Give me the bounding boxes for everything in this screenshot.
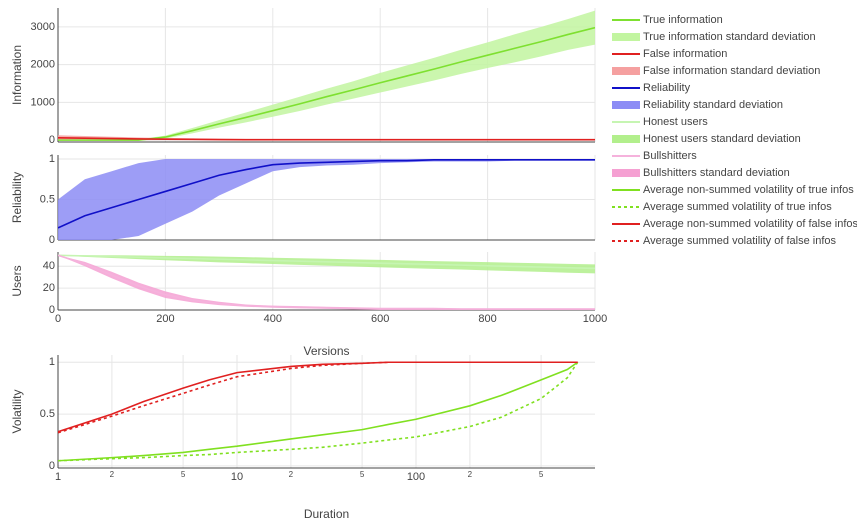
x-tick-label: 600 [371,313,389,325]
y-tick-label: 3000 [31,21,55,33]
x-tick-label: 400 [264,313,282,325]
legend-label: Average summed volatility of false infos [643,235,836,247]
y-tick-label: 0 [49,304,55,316]
series-line [58,254,595,310]
y-tick-label: 1 [49,153,55,165]
legend-swatch [612,135,640,143]
x-tick-label: 10 [231,471,243,483]
legend-label: Bullshitters standard deviation [643,167,790,179]
legend-label: Honest users [643,116,708,128]
plot [58,10,595,141]
legend-label: Honest users standard deviation [643,133,801,145]
x-tick-label: 5 [181,470,186,479]
legend-label: False information [643,48,727,60]
y-axis-title: Users [10,265,24,296]
std-band [58,159,595,240]
y-tick-label: 0.5 [40,193,55,205]
y-tick-label: 1 [49,356,55,368]
legend-swatch [612,101,640,109]
series-line [58,361,579,462]
series-line [58,361,578,434]
std-band [58,10,595,141]
x-tick-label: 1000 [583,313,607,325]
x-axis-title: Duration [304,507,349,521]
x-tick-label: 200 [156,313,174,325]
legend-label: Average non-summed volatility of true in… [643,184,854,196]
x-tick-label: 100 [407,471,425,483]
legend-label: Bullshitters [643,150,697,162]
y-tick-label: 2000 [31,59,55,71]
legend-label: True information [643,14,723,26]
plot [58,254,595,310]
series-line [58,137,595,141]
series-line [58,254,595,270]
y-axis-title: Volatility [10,389,24,433]
y-tick-label: 0 [49,234,55,246]
legend-swatch [612,33,640,41]
y-tick-label: 0.5 [40,408,55,420]
series-line [58,159,595,229]
y-tick-label: 1000 [31,96,55,108]
x-axis-title: Versions [303,344,349,358]
x-tick-label: 2 [289,470,294,479]
legend-label: Reliability standard deviation [643,99,783,111]
legend-label: Reliability [643,82,691,94]
x-tick-label: 0 [55,313,61,325]
x-tick-label: 5 [360,470,365,479]
std-band [58,255,595,274]
legend-swatch [612,169,640,177]
legend-label: Average non-summed volatility of false i… [643,218,857,230]
y-tick-label: 0 [49,460,55,472]
legend-swatch [612,67,640,75]
x-tick-label: 5 [539,470,544,479]
x-tick-label: 800 [478,313,496,325]
y-tick-label: 0 [49,134,55,146]
legend-label: Average summed volatility of true infos [643,201,832,213]
x-tick-label: 1 [55,471,61,483]
y-axis-title: Reliability [10,172,24,223]
legend-label: True information standard deviation [643,31,816,43]
series-line [58,361,578,433]
legend-label: False information standard deviation [643,65,820,77]
y-tick-label: 40 [43,260,55,272]
x-tick-label: 2 [110,470,115,479]
series-line [58,361,579,462]
x-tick-label: 2 [468,470,473,479]
plot [58,159,595,240]
plot [58,361,579,462]
y-tick-label: 20 [43,282,55,294]
y-axis-title: Information [10,45,24,105]
